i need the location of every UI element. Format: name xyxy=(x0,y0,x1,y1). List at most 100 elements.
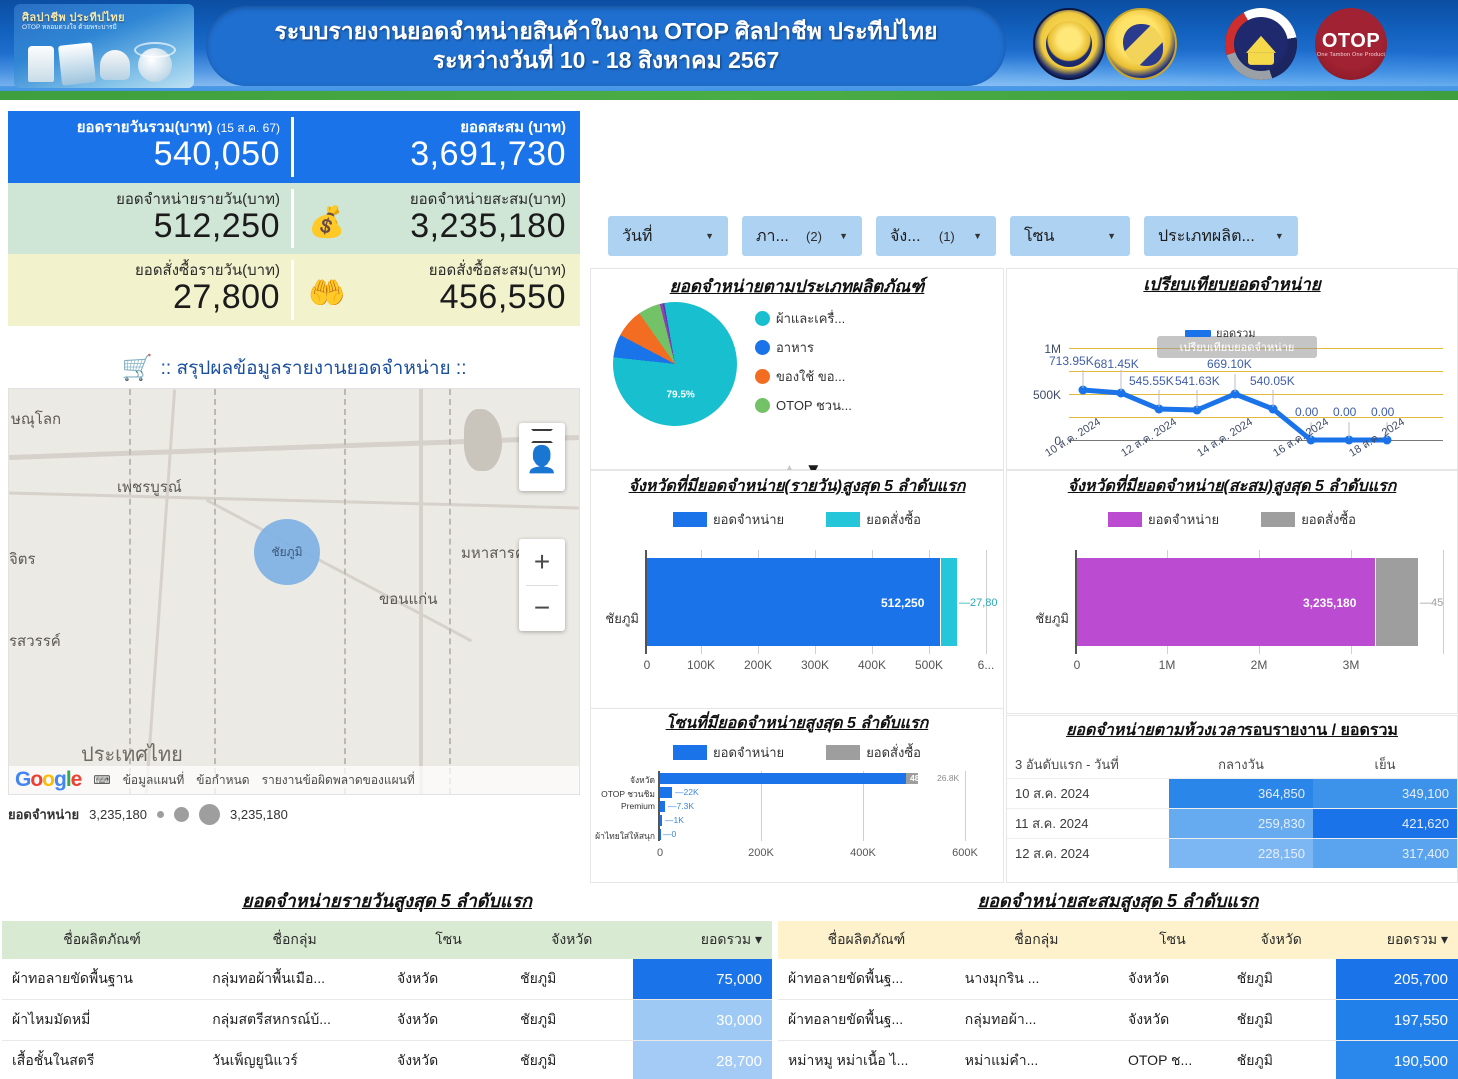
kpi-row-1: ยอดรายวันรวม(บาท) (15 ส.ค. 67) 540,050 ย… xyxy=(8,111,580,183)
kpi-label-text: ยอดรายวันรวม(บาท) xyxy=(76,119,213,136)
kpi-label: ยอดจำหน่ายรายวัน(บาท) xyxy=(116,190,280,208)
pie-legend-item[interactable]: ผ้าและเครื่... xyxy=(755,308,852,329)
daily-bar-xtick: 6... xyxy=(977,658,995,672)
cumulative-bar-sales[interactable] xyxy=(1077,558,1375,646)
col-group-name[interactable]: ชื่อกลุ่ม xyxy=(954,921,1118,959)
col-total[interactable]: ยอดรวม ▾ xyxy=(633,921,772,959)
map-report-error-link[interactable]: รายงานข้อผิดพลาดของแผนที่ xyxy=(261,772,415,787)
map-legend-dot-large xyxy=(199,803,221,825)
keyboard-shortcuts-icon[interactable]: ⌨ xyxy=(93,773,111,787)
cell-product-name: ผ้าทอลายขัดพื้นฐ... xyxy=(778,999,955,1041)
col-province[interactable]: จังหวัด xyxy=(510,921,634,959)
street-view-pegman[interactable]: 👤 xyxy=(519,423,565,491)
cell-province: ชัยภูมิ xyxy=(510,959,634,1000)
legend-item-sales[interactable]: ยอดจำหน่าย xyxy=(673,509,784,530)
line-chart[interactable]: 1M 500K 0 เปรียบเทียบยอดจำหน่าย ยอดรวม xyxy=(1007,298,1457,460)
table-row[interactable]: 11 ส.ค. 2024 259,830 421,620 xyxy=(1007,808,1457,839)
col-product-name[interactable]: ชื่อผลิตภัณฑ์ xyxy=(778,921,955,959)
daily-bar-chart[interactable]: ชัยภูมิ 512,250 —27,80 0 100K 200K 300K … xyxy=(591,538,1003,698)
map-data-link[interactable]: ข้อมูลแผนที่ xyxy=(122,772,185,787)
legend-item-sales[interactable]: ยอดจำหน่าย xyxy=(673,742,784,763)
pie-chart[interactable]: 79.5% xyxy=(603,292,747,436)
zone-bar-orders[interactable] xyxy=(906,773,918,784)
zone-bar-sales[interactable] xyxy=(660,815,662,826)
map-province-border xyxy=(449,389,451,794)
pie-legend-item[interactable]: อาหาร xyxy=(755,337,852,358)
col-group-name[interactable]: ชื่อกลุ่ม xyxy=(202,921,387,959)
map-province-border xyxy=(214,389,216,794)
cdd-seal-icon xyxy=(1225,8,1297,80)
line-axis xyxy=(1069,440,1443,441)
map-terms-link[interactable]: ข้อกำหนด xyxy=(196,772,250,787)
map-canvas[interactable]: ษณุโลก เพชรบูรณ์ จิตร มหาสารค ขอนแก่น รส… xyxy=(9,389,579,794)
legend-item-orders[interactable]: ยอดสั่งซื้อ xyxy=(826,509,921,530)
daily-top-products-table: ชื่อผลิตภัณฑ์ ชื่อกลุ่ม โซน จังหวัด ยอดร… xyxy=(2,921,772,1079)
col-province[interactable]: จังหวัด xyxy=(1226,921,1336,959)
craft-object-icon xyxy=(28,46,54,82)
filter-region[interactable]: ภา... (2) ▼ xyxy=(742,216,862,256)
filter-zone[interactable]: โซน ▼ xyxy=(1010,216,1130,256)
table-row[interactable]: ผ้าทอลายขัดพื้นฐาน กลุ่มทอผ้าพื้นเมือ...… xyxy=(2,959,772,1000)
cell-group-name: กลุ่มสตรีสหกรณ์บ้... xyxy=(202,999,387,1041)
cumulative-bar-title: จังหวัดที่มียอดจำหน่าย(สะสม)สูงสุด 5 ลำด… xyxy=(1067,478,1397,495)
daily-bar-sales-value: 512,250 xyxy=(881,596,925,610)
zone-bar-chart[interactable]: จังหวัด OTOP ชวนชิม Premium ผ้าไทยใส่ให้… xyxy=(591,771,1003,871)
zone-bar-sales[interactable] xyxy=(660,829,661,840)
zone-bar-sales[interactable] xyxy=(660,801,665,812)
pie-legend-item[interactable]: ของใช้ ขอ... xyxy=(755,366,852,387)
map-zoom-controls[interactable]: + − xyxy=(519,539,565,631)
table-row[interactable]: ผ้าทอลายขัดพื้นฐ... นางมุกริน ... จังหวั… xyxy=(778,959,1458,1000)
time-period-table: 3 อันดับแรก - วันที่ กลางวัน เย็น 10 ส.ค… xyxy=(1007,751,1457,868)
legend-label-sales: ยอดจำหน่าย xyxy=(1148,512,1220,527)
time-period-panel: ยอดจำหน่ายตามห้วงเวลารอบรายงาน / ยอดรวม … xyxy=(1006,715,1458,883)
table-row[interactable]: เสื้อชั้นในสตรี วันเพ็ญยูนิแวร์ จังหวัด … xyxy=(2,1040,772,1079)
table-row[interactable]: ผ้าทอลายขัดพื้นฐ... กลุ่มทอผ้า... จังหวั… xyxy=(778,999,1458,1041)
legend-item-orders[interactable]: ยอดสั่งซื้อ xyxy=(826,742,921,763)
legend-item-orders[interactable]: ยอดสั่งซื้อ xyxy=(1261,509,1356,530)
filter-province-count: (1) xyxy=(938,228,955,244)
zone-category-label: ผ้าไทยใส่ให้สนุก xyxy=(595,831,655,841)
cumulative-bar-orders-value: —45 xyxy=(1420,597,1444,609)
cumulative-bar-chart[interactable]: ชัยภูมิ 3,235,180 —45 0 1M 2M 3M xyxy=(1007,538,1457,698)
filter-date[interactable]: วันที่ ▼ xyxy=(608,216,728,256)
sales-map[interactable]: ษณุโลก เพชรบูรณ์ จิตร มหาสารค ขอนแก่น รส… xyxy=(8,388,580,795)
line-gridline xyxy=(1069,371,1443,372)
table-row[interactable]: หม่าหมู หม่าเนื้อ ไ... หม่าแม่คำ... OTOP… xyxy=(778,1040,1458,1079)
kpi-row-2: ยอดจำหน่ายรายวัน(บาท) 512,250 💰 ยอดจำหน่… xyxy=(8,182,580,255)
col-zone[interactable]: โซน xyxy=(1117,921,1227,959)
legend-label-orders: ยอดสั่งซื้อ xyxy=(866,745,921,760)
zone-value-label: —0 xyxy=(663,829,677,839)
zoom-in-button[interactable]: + xyxy=(533,545,551,577)
legend-item-sales[interactable]: ยอดจำหน่าย xyxy=(1108,509,1219,530)
legend-label-orders: ยอดสั่งซื้อ xyxy=(1301,512,1356,527)
zone-bar-sales[interactable] xyxy=(660,787,672,798)
cumulative-bar-orders[interactable] xyxy=(1376,558,1418,646)
filter-product-type[interactable]: ประเภทผลิต... ▼ xyxy=(1144,216,1298,256)
col-total[interactable]: ยอดรวม ▾ xyxy=(1335,921,1458,959)
col-zone[interactable]: โซน xyxy=(386,921,511,959)
table-row[interactable]: 12 ส.ค. 2024 228,150 317,400 xyxy=(1007,838,1457,868)
zone-bar-sales[interactable] xyxy=(660,773,906,784)
dashboard-body: ยอดรายวันรวม(บาท) (15 ส.ค. 67) 540,050 ย… xyxy=(0,100,1458,1079)
col-product-name[interactable]: ชื่อผลิตภัณฑ์ xyxy=(2,921,203,959)
cell-group-name: กลุ่มทอผ้าพื้นเมือ... xyxy=(202,959,387,1000)
map-data-bubble-chaiyaphum[interactable]: ชัยภูมิ xyxy=(254,519,320,585)
line-data-label: 540.05K xyxy=(1250,374,1295,388)
filter-province[interactable]: จัง... (1) ▼ xyxy=(876,216,996,256)
daily-bar-orders[interactable] xyxy=(941,558,957,646)
kpi-card-cumulative-sales: 💰 ยอดจำหน่ายสะสม(บาท) 3,235,180 xyxy=(294,182,580,255)
table-row[interactable]: 10 ส.ค. 2024 364,850 349,100 xyxy=(1007,778,1457,809)
zone-value-label: —7.3K xyxy=(668,801,694,811)
kpi-label: ยอดสั่งซื้อสะสม(บาท) xyxy=(428,262,566,280)
cell-province: ชัยภูมิ xyxy=(1226,999,1336,1041)
line-ytick-label: 0 xyxy=(1054,434,1061,448)
header-green-bar xyxy=(0,91,1458,100)
table-header-row: ชื่อผลิตภัณฑ์ ชื่อกลุ่ม โซน จังหวัด ยอดร… xyxy=(2,921,772,959)
pie-legend-item[interactable]: OTOP ชวน... xyxy=(755,395,852,416)
daily-bar-sales[interactable] xyxy=(647,558,940,646)
cell-province: ชัยภูมิ xyxy=(510,1040,634,1079)
zoom-out-button[interactable]: − xyxy=(533,592,551,624)
time-row-date: 10 ส.ค. 2024 xyxy=(1007,778,1169,809)
table-row[interactable]: ผ้าไหมมัดหมี่ กลุ่มสตรีสหกรณ์บ้... จังหว… xyxy=(2,999,772,1041)
